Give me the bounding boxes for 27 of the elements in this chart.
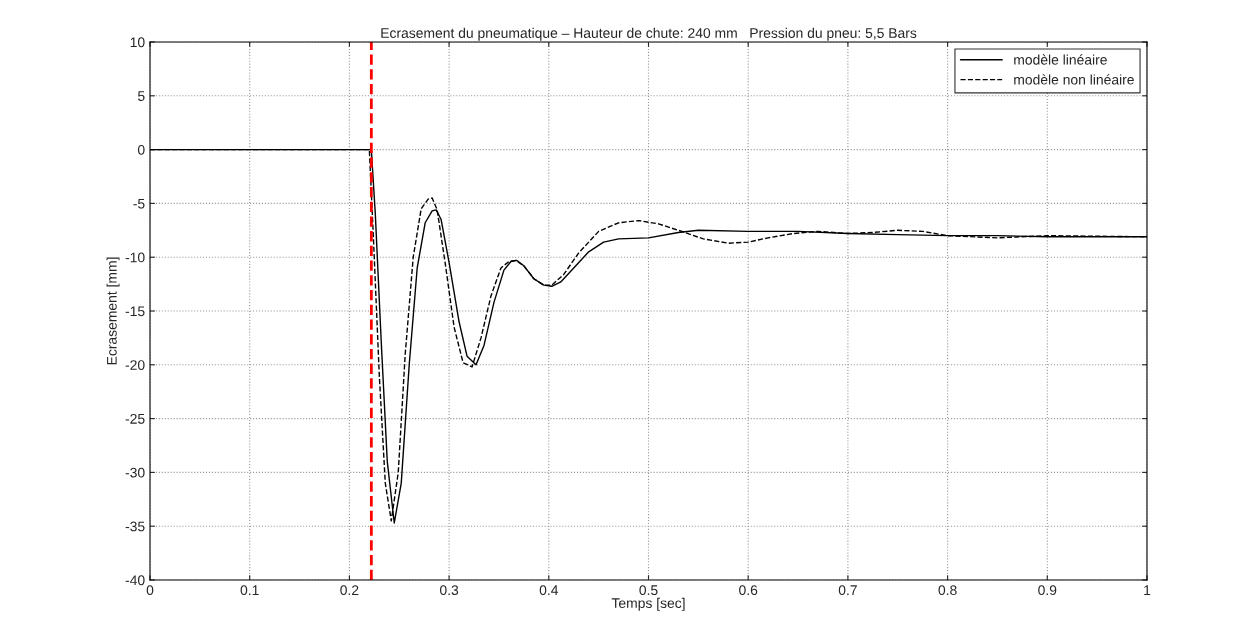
y-tick-label: -30 [125, 467, 145, 478]
y-tick-label: 10 [130, 37, 145, 48]
x-tick-label: 0.8 [938, 585, 957, 596]
legend-label: modèle non linéaire [1014, 74, 1134, 85]
x-tick-label: 0 [146, 585, 154, 596]
y-tick-label: -15 [125, 306, 145, 317]
x-tick-label: 0.3 [439, 585, 459, 596]
x-tick-label: 0.4 [539, 585, 559, 596]
y-tick-label: -5 [133, 198, 145, 209]
chart-title: Ecrasement du pneumatique – Hauteur de chute: 240 mm Pression du pneu: 5,5 Bars [381, 27, 917, 41]
y-tick-label: 5 [137, 91, 145, 101]
x-tick-label: 1 [1144, 585, 1151, 595]
y-tick-label: 0 [137, 144, 145, 155]
y-tick-label: -25 [125, 413, 145, 424]
legend-label: modèle linéaire [1014, 54, 1107, 65]
y-tick-label: -40 [125, 575, 145, 586]
x-tick-label: 0.9 [1038, 585, 1057, 596]
x-tick-label: 0.2 [340, 585, 359, 596]
x-tick-label: 0.6 [739, 585, 758, 596]
x-tick-label: 0.5 [639, 585, 658, 596]
x-axis-title: Temps [sec] [611, 597, 685, 611]
y-tick-label: -10 [125, 252, 145, 263]
x-tick-label: 0.1 [240, 585, 259, 596]
x-tick-label: 0.7 [838, 585, 857, 596]
y-tick-label: -35 [125, 521, 145, 532]
y-tick-label: -20 [125, 360, 145, 370]
y-axis-title: Ecrasement [mm] [106, 257, 120, 365]
